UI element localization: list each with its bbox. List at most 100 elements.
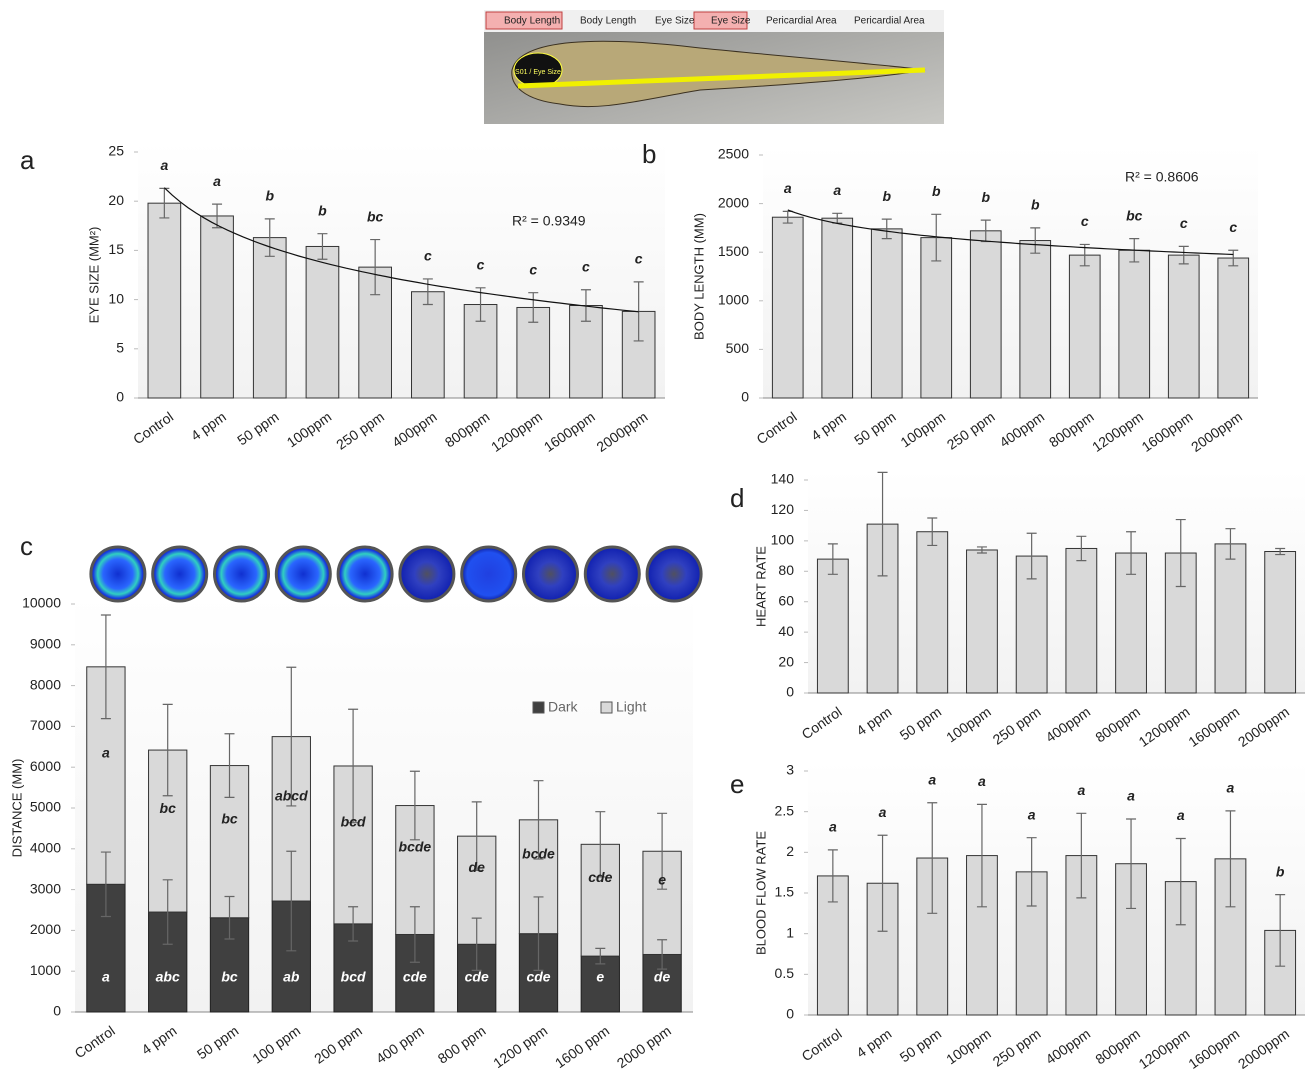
significance-letter: bcde — [522, 845, 555, 861]
significance-letter: bcd — [341, 814, 366, 830]
significance-letter: a — [1028, 806, 1036, 822]
y-tick-label: 2000 — [718, 194, 749, 210]
significance-letter: c — [582, 258, 590, 274]
heatmap-thumbnail — [400, 547, 454, 601]
significance-letter: b — [318, 202, 327, 218]
significance-letter: cde — [403, 969, 427, 985]
y-tick-label: 20 — [778, 653, 794, 669]
significance-letter: bcde — [399, 839, 432, 855]
y-tick-label: 1 — [786, 924, 794, 940]
header-image: Body Length Body Length Eye Size Eye Siz… — [484, 10, 944, 124]
significance-letter: a — [102, 969, 110, 985]
y-tick-label: 0 — [786, 1006, 794, 1022]
bar — [1218, 258, 1249, 398]
significance-letter: c — [477, 256, 485, 272]
significance-letter: e — [596, 969, 604, 985]
x-tick-label: 4 ppm — [853, 703, 894, 738]
y-tick-label: 100 — [771, 532, 795, 548]
y-tick-label: 60 — [778, 592, 794, 608]
bar — [772, 217, 803, 398]
panel-label: d — [730, 483, 744, 513]
y-tick-label: 1000 — [30, 962, 61, 978]
y-tick-label: 2 — [786, 843, 794, 859]
heatmap-thumbnail — [647, 547, 701, 601]
bar — [412, 292, 445, 398]
tool-label[interactable]: Eye Size — [711, 16, 751, 27]
bar — [1265, 552, 1296, 693]
tool-label[interactable]: Eye Size — [655, 16, 695, 27]
significance-letter: b — [1031, 197, 1040, 213]
significance-letter: ab — [283, 969, 300, 985]
x-tick-label: 250 ppm — [944, 408, 998, 452]
x-tick-label: 2000ppm — [593, 408, 650, 455]
x-tick-label: 400 ppm — [373, 1022, 427, 1066]
tool-label[interactable]: Body Length — [580, 16, 636, 27]
y-axis-label: DISTANCE (MM) — [9, 759, 24, 858]
x-tick-label: Control — [799, 703, 845, 742]
significance-letter: c — [1081, 213, 1089, 229]
x-tick-label: 200 ppm — [311, 1022, 365, 1066]
x-tick-label: 2000 ppm — [614, 1022, 674, 1071]
legend-label: Dark — [548, 699, 579, 715]
x-tick-label: 800 ppm — [435, 1022, 489, 1066]
y-tick-label: 8000 — [30, 676, 61, 692]
x-tick-label: 100 ppm — [249, 1022, 303, 1066]
significance-letter: bc — [160, 800, 177, 816]
y-tick-label: 40 — [778, 623, 794, 639]
significance-letter: bc — [367, 208, 384, 224]
x-tick-label: 2000ppm — [1235, 703, 1292, 750]
x-tick-label: 1200ppm — [488, 408, 545, 455]
significance-letter: a — [833, 182, 841, 198]
significance-letter: a — [160, 157, 168, 173]
figure: Body Length Body Length Eye Size Eye Siz… — [0, 0, 1306, 1077]
x-tick-label: 2000ppm — [1235, 1025, 1292, 1072]
r-squared: R² = 0.8606 — [1125, 169, 1199, 185]
significance-letter: bc — [221, 810, 238, 826]
significance-letter: b — [1276, 863, 1285, 879]
y-tick-label: 3000 — [30, 880, 61, 896]
y-tick-label: 2500 — [718, 146, 749, 162]
x-tick-label: 1200ppm — [1136, 703, 1193, 750]
x-tick-label: 250 ppm — [990, 1025, 1044, 1069]
y-tick-label: 2000 — [30, 921, 61, 937]
y-tick-label: 5000 — [30, 799, 61, 815]
significance-letter: a — [1077, 782, 1085, 798]
x-tick-label: 50 ppm — [897, 1025, 944, 1065]
y-axis-label: BODY LENGTH (MM) — [691, 213, 706, 340]
y-tick-label: 1500 — [718, 243, 749, 259]
y-tick-label: 1.5 — [775, 884, 795, 900]
significance-letter: a — [1127, 788, 1135, 804]
significance-letter: a — [829, 819, 837, 835]
bar — [871, 229, 902, 398]
y-tick-label: 25 — [108, 143, 124, 159]
tool-label[interactable]: Pericardial Area — [766, 16, 837, 27]
x-tick-label: 4 ppm — [853, 1025, 894, 1060]
x-tick-label: 1200 ppm — [490, 1022, 550, 1071]
y-axis-label: HEART RATE — [753, 546, 768, 627]
x-tick-label: 4 ppm — [138, 1022, 179, 1057]
x-tick-label: Control — [130, 408, 176, 447]
x-tick-label: 800ppm — [1046, 408, 1097, 450]
x-tick-label: 1600ppm — [541, 408, 598, 455]
x-tick-label: 250 ppm — [990, 703, 1044, 747]
y-tick-label: 9000 — [30, 636, 61, 652]
y-tick-label: 500 — [726, 340, 750, 356]
x-tick-label: 50 ppm — [194, 1022, 241, 1062]
legend-swatch — [533, 702, 544, 713]
y-tick-label: 120 — [771, 501, 795, 517]
y-tick-label: 0 — [786, 684, 794, 700]
x-tick-label: 100ppm — [284, 408, 335, 450]
bar — [306, 246, 339, 398]
tool-label[interactable]: Pericardial Area — [854, 16, 925, 27]
y-tick-label: 10 — [108, 290, 124, 306]
x-tick-label: 50 ppm — [234, 408, 281, 448]
y-tick-label: 3 — [786, 762, 794, 778]
tool-label[interactable]: Body Length — [504, 16, 560, 27]
significance-letter: de — [654, 969, 671, 985]
x-tick-label: 1600ppm — [1185, 703, 1242, 750]
x-tick-label: 4 ppm — [188, 408, 229, 443]
y-tick-label: 7000 — [30, 717, 61, 733]
y-tick-label: 0 — [53, 1003, 61, 1019]
marker-label: S01 / Eye Size — [515, 69, 561, 76]
heatmap-thumbnail — [91, 547, 145, 601]
